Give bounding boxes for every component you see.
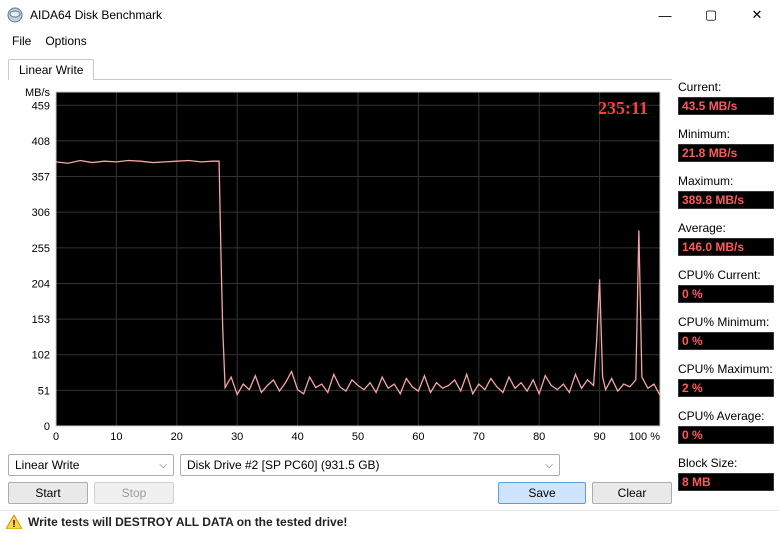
stat-cpu-maximum-label: CPU% Maximum: <box>678 362 774 376</box>
benchmark-chart: 0 51 102 153 204 255 306 357 408 459MB/s 0 10 20 30 40… <box>8 84 672 448</box>
stat-current-value: 43.5 MB/s <box>678 97 774 115</box>
svg-text:!: ! <box>12 519 15 529</box>
svg-text:100 %: 100 % <box>629 431 660 443</box>
stat-block-size-label: Block Size: <box>678 456 774 470</box>
svg-text:30: 30 <box>231 431 243 443</box>
warning-icon: ! <box>6 515 22 529</box>
left-column: Linear Write 0 51 102 153 204 255 306 357 408 459… <box>8 58 672 504</box>
test-type-value: Linear Write <box>15 458 79 472</box>
svg-text:MB/s: MB/s <box>25 87 51 99</box>
svg-text:408: 408 <box>32 136 50 148</box>
svg-text:204: 204 <box>32 278 50 290</box>
stat-current-label: Current: <box>678 80 774 94</box>
svg-text:459: 459 <box>32 100 50 112</box>
save-button[interactable]: Save <box>498 482 586 504</box>
drive-select[interactable]: Disk Drive #2 [SP PC60] (931.5 GB) ⌵ <box>180 454 560 476</box>
stat-cpu-current-label: CPU% Current: <box>678 268 774 282</box>
stat-cpu-average-label: CPU% Average: <box>678 409 774 423</box>
stat-minimum-label: Minimum: <box>678 127 774 141</box>
stat-cpu-current-value: 0 % <box>678 285 774 303</box>
menu-file[interactable]: File <box>6 32 37 50</box>
buttons-row: Start Stop Save Clear <box>8 482 672 504</box>
tab-linear-write[interactable]: Linear Write <box>8 59 94 80</box>
warning-text: Write tests will DESTROY ALL DATA on the… <box>28 515 347 529</box>
drive-value: Disk Drive #2 [SP PC60] (931.5 GB) <box>187 458 380 472</box>
stat-cpu-minimum-value: 0 % <box>678 332 774 350</box>
stat-block-size-value: 8 MB <box>678 473 774 491</box>
svg-text:20: 20 <box>171 431 183 443</box>
content-area: Linear Write 0 51 102 153 204 255 306 357 408 459… <box>0 54 780 510</box>
stat-cpu-minimum-label: CPU% Minimum: <box>678 315 774 329</box>
chart-area: 0 51 102 153 204 255 306 357 408 459MB/s 0 10 20 30 40… <box>8 84 672 448</box>
svg-text:51: 51 <box>38 385 50 397</box>
svg-text:102: 102 <box>32 350 50 362</box>
svg-text:306: 306 <box>32 207 50 219</box>
window-controls: — ▢ ✕ <box>642 0 780 30</box>
svg-text:70: 70 <box>473 431 485 443</box>
svg-text:90: 90 <box>593 431 605 443</box>
main-window: AIDA64 Disk Benchmark — ▢ ✕ File Options… <box>0 0 780 530</box>
app-icon <box>6 6 24 24</box>
stat-maximum-value: 389.8 MB/s <box>678 191 774 209</box>
stats-panel: Current: 43.5 MB/s Minimum: 21.8 MB/s Ma… <box>678 58 774 504</box>
svg-text:255: 255 <box>32 243 50 255</box>
chevron-down-icon: ⌵ <box>545 460 553 471</box>
stat-maximum-label: Maximum: <box>678 174 774 188</box>
stat-cpu-average-value: 0 % <box>678 426 774 444</box>
titlebar[interactable]: AIDA64 Disk Benchmark — ▢ ✕ <box>0 0 780 30</box>
clear-button[interactable]: Clear <box>592 482 672 504</box>
svg-text:0: 0 <box>53 431 59 443</box>
stat-minimum-value: 21.8 MB/s <box>678 144 774 162</box>
stop-button[interactable]: Stop <box>94 482 174 504</box>
stat-average-value: 146.0 MB/s <box>678 238 774 256</box>
controls-row: Linear Write ⌵ Disk Drive #2 [SP PC60] (… <box>8 454 672 476</box>
start-button[interactable]: Start <box>8 482 88 504</box>
svg-text:80: 80 <box>533 431 545 443</box>
svg-text:50: 50 <box>352 431 364 443</box>
menu-options[interactable]: Options <box>39 32 92 50</box>
svg-text:235:11: 235:11 <box>598 98 648 118</box>
stat-cpu-maximum-value: 2 % <box>678 379 774 397</box>
stat-average-label: Average: <box>678 221 774 235</box>
test-type-select[interactable]: Linear Write ⌵ <box>8 454 174 476</box>
window-title: AIDA64 Disk Benchmark <box>30 8 642 22</box>
minimize-button[interactable]: — <box>642 0 688 30</box>
svg-text:153: 153 <box>32 314 50 326</box>
chevron-down-icon: ⌵ <box>159 460 167 471</box>
svg-text:60: 60 <box>412 431 424 443</box>
svg-text:357: 357 <box>32 172 50 184</box>
maximize-button[interactable]: ▢ <box>688 0 734 30</box>
close-button[interactable]: ✕ <box>734 0 780 30</box>
tabstrip: Linear Write <box>8 58 672 80</box>
svg-text:0: 0 <box>44 421 50 433</box>
menubar: File Options <box>0 30 780 54</box>
svg-text:10: 10 <box>110 431 122 443</box>
svg-text:40: 40 <box>291 431 303 443</box>
